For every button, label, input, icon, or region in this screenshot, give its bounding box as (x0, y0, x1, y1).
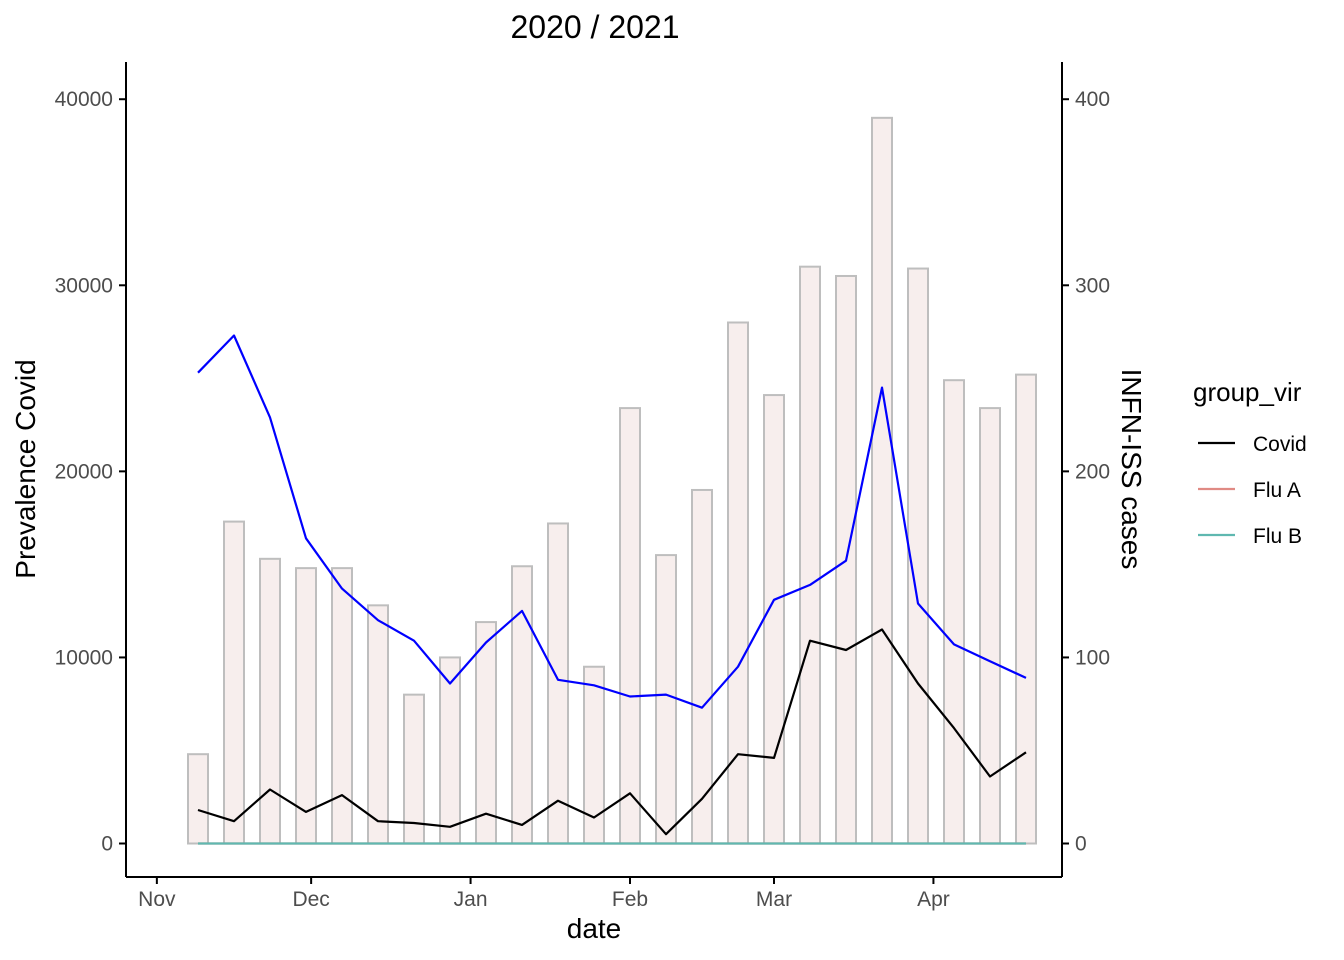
bar (187, 753, 209, 845)
left-tick-label: 10000 (55, 646, 113, 669)
legend: group_vir Covid Flu A Flu B (1193, 377, 1307, 548)
right-tick-label: 300 (1075, 274, 1110, 297)
bar (799, 265, 821, 845)
bar (475, 621, 497, 845)
bar (403, 693, 425, 845)
x-tick-label: Apr (917, 888, 950, 911)
left-tick-label: 0 (101, 833, 113, 856)
legend-items: Covid Flu A Flu B (1198, 433, 1307, 548)
x-tick-label: Feb (612, 888, 648, 911)
bar (943, 379, 965, 845)
bar (619, 407, 641, 845)
bar (367, 604, 389, 845)
left-axis-title: Prevalence Covid (10, 359, 41, 578)
x-axis-ticks: Nov Dec Jan Feb Mar Apr (138, 877, 950, 911)
lines-layer (197, 334, 1027, 845)
chart-title: 2020 / 2021 (510, 9, 679, 45)
legend-label: Flu B (1253, 525, 1302, 548)
left-axis-ticks: 0 10000 20000 30000 40000 (55, 88, 126, 856)
x-tick-label: Mar (756, 888, 792, 911)
right-tick-label: 400 (1075, 88, 1110, 111)
legend-title: group_vir (1193, 377, 1302, 407)
x-tick-label: Dec (292, 888, 329, 911)
bar (331, 567, 353, 845)
bar (547, 522, 569, 845)
bar (979, 407, 1001, 845)
right-tick-label: 200 (1075, 460, 1110, 483)
bar (259, 557, 281, 845)
series-line-covid (197, 628, 1027, 836)
right-axis-title: INFN-ISS cases (1116, 369, 1147, 570)
right-tick-label: 100 (1075, 646, 1110, 669)
left-tick-label: 20000 (55, 460, 113, 483)
x-axis-title: date (567, 913, 622, 944)
prevalence-line (197, 334, 1027, 709)
bar (655, 554, 677, 845)
x-tick-label: Nov (138, 888, 176, 911)
bar (223, 520, 245, 845)
legend-label: Covid (1253, 433, 1307, 456)
legend-label: Flu A (1253, 479, 1301, 502)
bar (1015, 373, 1037, 845)
bar (295, 567, 317, 845)
right-axis-ticks: 0 100 200 300 400 (1062, 88, 1110, 856)
bar (439, 656, 461, 845)
bar (511, 565, 533, 845)
bar (763, 394, 785, 845)
right-tick-label: 0 (1075, 833, 1087, 856)
bar (727, 321, 749, 845)
bar (871, 116, 893, 845)
x-tick-label: Jan (454, 888, 488, 911)
left-tick-label: 40000 (55, 88, 113, 111)
left-tick-label: 30000 (55, 274, 113, 297)
bars-layer (187, 116, 1037, 845)
